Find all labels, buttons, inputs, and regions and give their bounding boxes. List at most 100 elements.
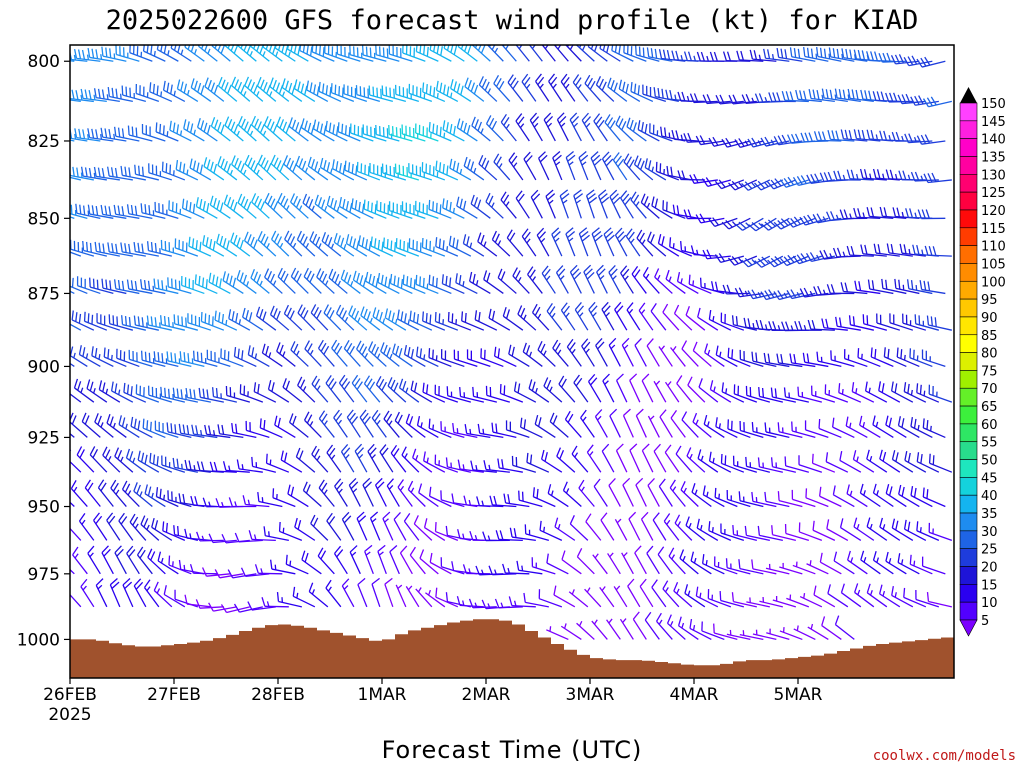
wind-barb (560, 623, 582, 640)
wind-barb (852, 450, 875, 473)
colorbar-label: 145 (981, 115, 1006, 130)
wind-barb (695, 213, 725, 224)
wind-barb (879, 449, 901, 473)
wind-barb (464, 77, 485, 102)
wind-barb (664, 381, 680, 403)
wind-barb (602, 373, 615, 403)
wind-barb (302, 193, 322, 219)
wind-barb (833, 551, 855, 575)
wind-barb (839, 209, 868, 220)
wind-barb (547, 484, 569, 508)
colorbar-swatch (959, 566, 978, 585)
wind-barb (303, 267, 322, 294)
wind-barb (635, 45, 660, 62)
wind-barb (368, 85, 394, 103)
wind-barb (434, 311, 459, 331)
wind-barb (340, 443, 355, 473)
wind-barb (410, 380, 433, 403)
wind-barb (230, 232, 251, 257)
wind-barb (681, 340, 699, 367)
wind-barb (72, 546, 88, 575)
wind-barb (456, 118, 478, 142)
wind-barb (401, 124, 426, 142)
wind-barb (528, 379, 550, 403)
wind-barb (318, 410, 335, 438)
wind-barb (75, 203, 101, 219)
wind-barb (277, 267, 296, 294)
wind-barb (261, 597, 289, 608)
wind-barb (107, 166, 133, 181)
wind-barb (501, 45, 517, 62)
wind-barb (281, 78, 303, 102)
wind-barb (70, 246, 82, 257)
wind-barb (894, 278, 920, 295)
wind-barb (375, 375, 394, 403)
wind-barb (546, 626, 569, 641)
wind-barb (638, 302, 654, 331)
wind-barb (859, 415, 881, 438)
wind-barb (267, 380, 290, 403)
wind-barb (509, 527, 536, 542)
wind-barb (84, 479, 101, 507)
wind-barb (560, 302, 576, 331)
wind-barb (94, 413, 114, 438)
wind-barb (386, 478, 400, 507)
colorbar-label: 150 (981, 97, 1006, 112)
colorbar-label: 65 (981, 400, 998, 415)
wind-barb (799, 287, 829, 298)
wind-barb (629, 373, 641, 403)
wind-barb (311, 45, 335, 62)
wind-barb (634, 337, 647, 367)
wind-barb (470, 194, 491, 219)
wind-barb (879, 517, 901, 541)
wind-barb (428, 199, 452, 219)
wind-barb (108, 314, 134, 331)
wind-barb (187, 313, 212, 331)
wind-barb (528, 45, 543, 62)
wind-barb (440, 421, 465, 439)
wind-barb (405, 413, 426, 438)
wind-barb (360, 306, 381, 331)
wind-barb (766, 178, 797, 190)
wind-barb (803, 46, 829, 62)
wind-barb (745, 456, 770, 473)
wind-barb (751, 491, 777, 508)
wind-barb (696, 51, 725, 62)
wind-barb (359, 409, 374, 438)
plot-frame (69, 44, 955, 679)
wind-barb (118, 512, 134, 541)
wind-barb (389, 544, 400, 575)
wind-barb (532, 487, 556, 508)
wind-barb (585, 189, 598, 219)
wind-barb (70, 387, 82, 403)
wind-barb (732, 455, 758, 473)
wind-barb (110, 479, 127, 507)
wind-barb (828, 47, 855, 62)
wind-barbs (70, 45, 953, 641)
wind-barb (70, 581, 82, 608)
wind-barb (765, 563, 790, 575)
wind-barb (372, 307, 394, 331)
wind-barb (478, 154, 498, 181)
wind-barb (708, 309, 732, 331)
wind-barb (110, 381, 134, 403)
wind-barb (637, 120, 660, 142)
wind-barb (325, 120, 348, 142)
wind-barb (217, 76, 238, 102)
wind-barb (136, 546, 153, 575)
wind-barb (749, 49, 777, 62)
wind-barb (622, 477, 634, 507)
wind-barb (354, 443, 368, 473)
wind-barb (830, 350, 855, 368)
wind-barb (70, 204, 88, 219)
wind-barb (649, 123, 673, 142)
wind-barb (292, 586, 316, 608)
wind-barb (321, 231, 342, 257)
wind-barb (362, 477, 374, 507)
wind-barb (126, 279, 153, 295)
wind-barb (270, 559, 296, 575)
colorbar-swatch (959, 280, 978, 300)
wind-barb (491, 230, 511, 257)
wind-barb (233, 603, 263, 613)
wind-barb (719, 590, 745, 608)
